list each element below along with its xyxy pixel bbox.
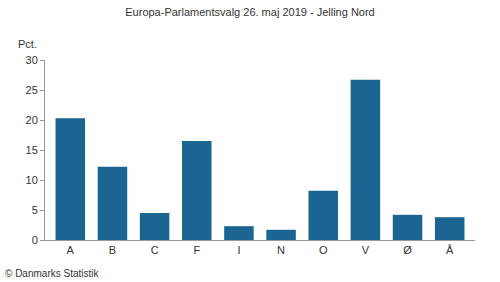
svg-text:I: I: [237, 244, 240, 256]
svg-text:30: 30: [26, 54, 38, 66]
svg-text:Å: Å: [446, 244, 454, 256]
svg-text:15: 15: [26, 144, 38, 156]
svg-text:O: O: [319, 244, 328, 256]
svg-text:N: N: [277, 244, 285, 256]
svg-text:10: 10: [26, 174, 38, 186]
svg-text:V: V: [362, 244, 370, 256]
svg-text:© Danmarks Statistik: © Danmarks Statistik: [5, 268, 100, 279]
svg-text:25: 25: [26, 84, 38, 96]
svg-text:B: B: [109, 244, 116, 256]
svg-text:Pct.: Pct.: [18, 38, 37, 50]
svg-text:20: 20: [26, 114, 38, 126]
svg-text:0: 0: [32, 234, 38, 246]
svg-text:F: F: [193, 244, 200, 256]
svg-text:A: A: [67, 244, 75, 256]
svg-text:5: 5: [32, 204, 38, 216]
svg-text:Ø: Ø: [403, 244, 412, 256]
svg-text:Europa-Parlamentsvalg 26. maj: Europa-Parlamentsvalg 26. maj 2019 - Jel…: [125, 6, 374, 18]
svg-text:C: C: [151, 244, 159, 256]
